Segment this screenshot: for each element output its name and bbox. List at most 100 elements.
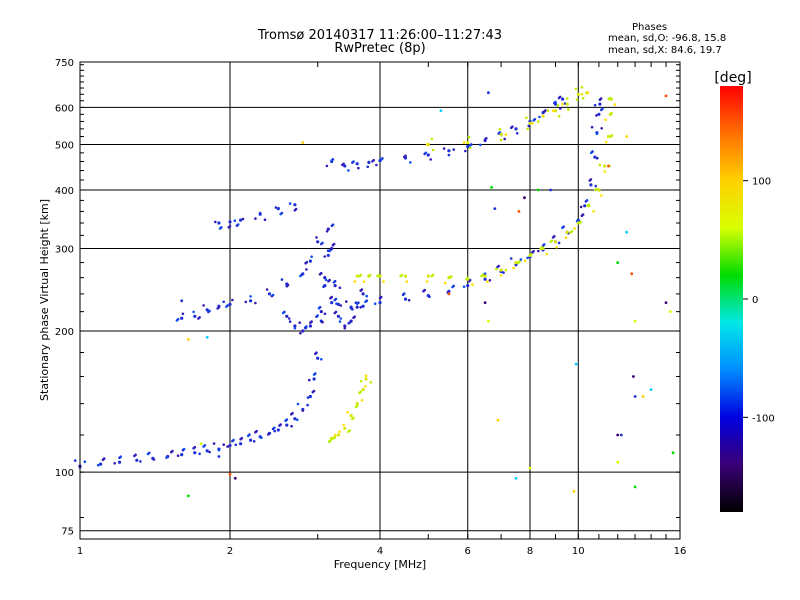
data-point — [241, 217, 245, 221]
data-point — [664, 301, 668, 304]
data-point — [514, 263, 518, 267]
data-point — [205, 335, 209, 339]
data-point — [362, 280, 366, 283]
data-point — [632, 375, 635, 378]
data-point — [426, 274, 430, 278]
data-point — [330, 224, 334, 228]
data-point — [590, 125, 594, 129]
x-tick-label: 2 — [227, 546, 233, 557]
data-point — [517, 261, 520, 264]
data-point — [561, 102, 564, 106]
data-point — [222, 300, 225, 304]
data-point — [170, 450, 173, 454]
data-point — [519, 258, 523, 261]
data-point — [358, 391, 361, 395]
data-point — [581, 96, 585, 100]
data-point — [285, 423, 289, 427]
data-point — [483, 301, 487, 304]
data-point — [285, 314, 289, 318]
data-point — [630, 272, 634, 276]
data-point — [556, 104, 560, 107]
data-point — [364, 377, 368, 381]
data-point — [299, 274, 302, 278]
data-point — [288, 202, 292, 205]
data-point — [326, 227, 330, 231]
data-point — [305, 268, 308, 271]
data-point — [296, 402, 300, 406]
data-point — [329, 296, 332, 300]
data-point — [609, 113, 612, 116]
data-point — [308, 394, 312, 399]
grid-lines — [80, 61, 680, 539]
data-point — [561, 97, 565, 101]
data-point — [321, 320, 324, 324]
data-point — [260, 436, 263, 440]
data-point — [265, 288, 269, 291]
data-point — [367, 160, 371, 164]
data-point — [290, 413, 293, 416]
data-point — [514, 476, 518, 480]
data-point — [239, 442, 243, 446]
data-point — [218, 227, 222, 230]
data-point — [528, 254, 532, 257]
data-point — [573, 227, 576, 230]
data-point — [545, 252, 548, 256]
data-point — [314, 352, 317, 356]
data-point — [355, 305, 359, 309]
data-point — [557, 115, 561, 118]
data-point — [249, 438, 253, 442]
data-point — [233, 476, 237, 480]
data-point — [541, 244, 545, 247]
data-point — [576, 92, 580, 96]
data-point — [514, 261, 518, 265]
data-point — [574, 362, 578, 366]
data-point — [593, 103, 597, 107]
data-point — [359, 306, 363, 309]
data-point — [339, 317, 343, 320]
data-point — [271, 427, 275, 431]
data-point — [509, 126, 513, 130]
data-point — [604, 118, 607, 122]
data-point — [199, 442, 203, 446]
data-point — [580, 93, 584, 96]
data-point — [308, 378, 311, 382]
x-axis-label: Frequency [MHz] — [334, 558, 426, 571]
data-point — [299, 331, 302, 335]
data-point — [578, 221, 581, 225]
data-point — [228, 443, 232, 448]
data-point — [83, 460, 87, 464]
data-point — [572, 489, 576, 493]
data-point — [293, 208, 297, 212]
y-axis-label: Stationary phase Virtual Height [km] — [38, 199, 51, 401]
data-point — [351, 308, 354, 311]
data-point — [429, 158, 433, 161]
data-point — [328, 440, 331, 444]
data-point — [331, 243, 335, 247]
data-point — [641, 395, 645, 398]
data-point — [324, 278, 328, 282]
data-point — [537, 120, 540, 123]
data-point — [375, 163, 378, 167]
data-point — [431, 148, 435, 152]
data-point — [567, 108, 570, 111]
data-point — [152, 458, 156, 461]
data-point — [330, 246, 334, 251]
data-point — [452, 148, 456, 151]
data-point — [496, 418, 500, 422]
data-point — [133, 454, 136, 458]
data-point — [333, 298, 337, 302]
data-point — [376, 274, 379, 278]
data-point — [471, 283, 474, 287]
data-point — [73, 459, 77, 462]
data-point — [479, 143, 482, 147]
data-point — [332, 281, 336, 284]
chart-subtitle: RwPretec (8p) — [334, 41, 426, 56]
data-point — [135, 458, 139, 462]
data-point — [139, 460, 142, 463]
data-point — [180, 316, 184, 320]
data-point — [528, 121, 532, 125]
data-point — [227, 226, 231, 229]
y-tick-label: 200 — [55, 327, 74, 338]
data-point — [569, 230, 573, 234]
